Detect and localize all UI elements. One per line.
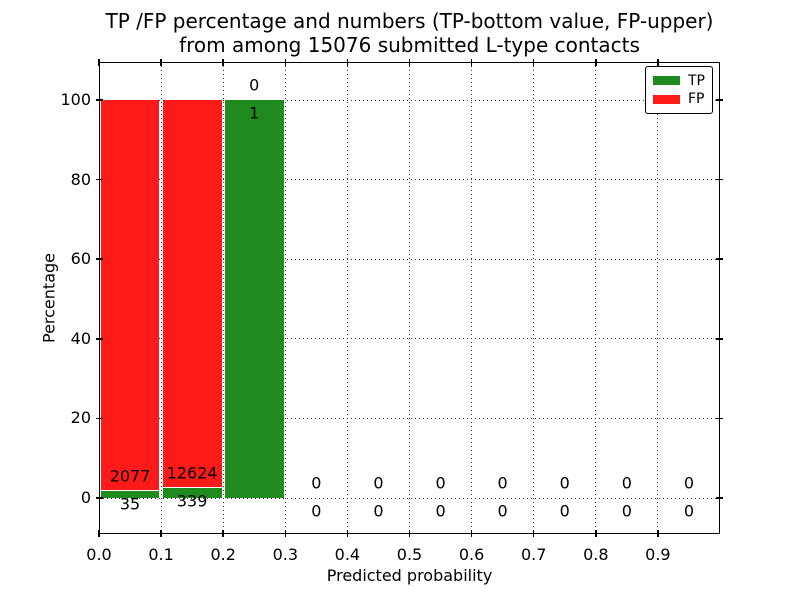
fp-count-label-0.3-0.4: 0: [311, 473, 322, 493]
tp-count-label-0.1-0.2: 339: [176, 491, 208, 511]
x-tick-bottom-0.2: [222, 529, 224, 537]
x-tick-top-0.0: [98, 59, 100, 67]
y-tick-left-80: [96, 178, 104, 181]
x-tick-bottom-0.6: [470, 529, 473, 537]
x-tick-bottom-0.7: [532, 529, 535, 537]
fp-legend-swatch: [653, 94, 680, 104]
tp-legend-label: TP: [688, 72, 705, 89]
tp-count-label-0.6-0.7: 0: [497, 501, 508, 521]
x-tick-top-0.3: [284, 59, 287, 67]
bar-fp-0.1-0.2: [162, 100, 222, 488]
x-tick-label-0.5: 0.5: [396, 545, 423, 564]
gridline-v-0.8: [595, 62, 597, 534]
x-tick-label-0.2: 0.2: [210, 545, 236, 564]
x-tick-label-0.3: 0.3: [272, 545, 299, 564]
x-tick-bottom-0.5: [408, 529, 411, 537]
tp-count-label-0.9-1.0: 0: [683, 501, 695, 521]
y-tick-left-100: [96, 99, 104, 101]
chart-title-line1: TP /FP percentage and numbers (TP-bottom…: [105, 9, 714, 33]
x-tick-label-0.4: 0.4: [334, 545, 361, 564]
gridline-v-0.3: [284, 62, 286, 534]
y-tick-right-20: [715, 417, 723, 420]
chart-title-line2: from among 15076 submitted L-type contac…: [179, 33, 640, 57]
tp-count-label-0.8-0.9: 0: [621, 501, 632, 521]
gridline-v-0.7: [533, 62, 535, 534]
x-tick-label-0.9: 0.9: [645, 545, 671, 564]
gridline-v-0.6: [471, 62, 473, 534]
fp-count-label-0.0-0.1: 2077: [109, 466, 151, 486]
x-tick-label-0.0: 0.0: [86, 545, 112, 564]
x-tick-top-0.7: [532, 59, 535, 67]
x-axis-label: Predicted probability: [326, 566, 493, 585]
bar-tp-0.1-0.2: [162, 487, 222, 498]
x-tick-top-0.2: [222, 59, 224, 67]
y-tick-left-40: [96, 338, 104, 340]
x-tick-top-0.1: [160, 59, 162, 67]
x-tick-bottom-0.3: [284, 529, 287, 537]
legend-item-tp: TP: [653, 74, 705, 88]
x-tick-label-0.7: 0.7: [520, 545, 547, 564]
tp-count-label-0.3-0.4: 0: [311, 501, 322, 521]
x-tick-top-0.5: [408, 59, 411, 67]
y-tick-left-0: [96, 497, 104, 499]
bar-tp-0.2-0.3: [224, 100, 284, 498]
y-tick-label-0: 0: [80, 488, 91, 508]
bar-tp-0.0-0.1: [100, 491, 160, 498]
y-tick-right-0: [715, 497, 723, 499]
fp-count-label-0.2-0.3: 0: [249, 75, 260, 95]
x-tick-bottom-0.4: [346, 529, 349, 537]
y-tick-left-60: [96, 258, 104, 260]
gridline-v-0.1: [160, 62, 162, 534]
x-tick-bottom-0.0: [98, 529, 100, 537]
gridline-v-0.5: [409, 62, 410, 534]
y-tick-label-80: 80: [70, 169, 91, 189]
gridline-v-0.9: [657, 62, 659, 534]
x-tick-label-0.6: 0.6: [458, 545, 485, 564]
y-tick-label-40: 40: [70, 328, 91, 348]
gridline-v-0.2: [222, 62, 224, 534]
tp-legend-swatch: [653, 76, 680, 86]
y-tick-left-20: [96, 417, 104, 420]
legend: TP FP: [645, 66, 713, 114]
fp-count-label-0.8-0.9: 0: [621, 473, 632, 493]
fp-count-label-0.6-0.7: 0: [497, 473, 508, 493]
tp-count-label-0.0-0.1: 35: [119, 494, 141, 514]
x-tick-top-0.8: [595, 59, 597, 67]
legend-item-fp: FP: [653, 92, 705, 106]
x-tick-label-0.8: 0.8: [583, 545, 609, 564]
fp-count-label-0.4-0.5: 0: [373, 473, 384, 493]
tp-count-label-0.4-0.5: 0: [373, 501, 384, 521]
x-tick-bottom-0.8: [595, 529, 597, 537]
fp-count-label-0.9-1.0: 0: [683, 473, 695, 493]
x-tick-top-0.4: [346, 59, 349, 67]
y-tick-right-60: [715, 258, 723, 260]
y-tick-right-40: [715, 338, 723, 340]
y-tick-right-80: [715, 178, 723, 181]
fp-count-label-0.1-0.2: 12624: [166, 463, 218, 483]
y-tick-right-100: [715, 99, 723, 101]
bar-fp-0.0-0.1: [100, 100, 160, 492]
fp-count-label-0.5-0.6: 0: [435, 473, 446, 493]
fp-legend-label: FP: [688, 91, 705, 108]
tp-count-label-0.2-0.3: 1: [249, 103, 260, 123]
tp-count-label-0.7-0.8: 0: [559, 501, 570, 521]
x-tick-bottom-0.1: [160, 529, 162, 537]
y-tick-label-20: 20: [70, 408, 91, 428]
fp-count-label-0.7-0.8: 0: [559, 473, 570, 493]
x-tick-label-0.1: 0.1: [148, 545, 174, 564]
chart-title: TP /FP percentage and numbers (TP-bottom…: [99, 9, 720, 57]
gridline-v-0.4: [346, 62, 348, 534]
tp-count-label-0.5-0.6: 0: [435, 501, 446, 521]
x-tick-bottom-0.9: [657, 529, 659, 537]
y-tick-label-100: 100: [60, 90, 91, 110]
x-tick-top-0.6: [470, 59, 473, 67]
y-tick-label-60: 60: [70, 249, 91, 269]
